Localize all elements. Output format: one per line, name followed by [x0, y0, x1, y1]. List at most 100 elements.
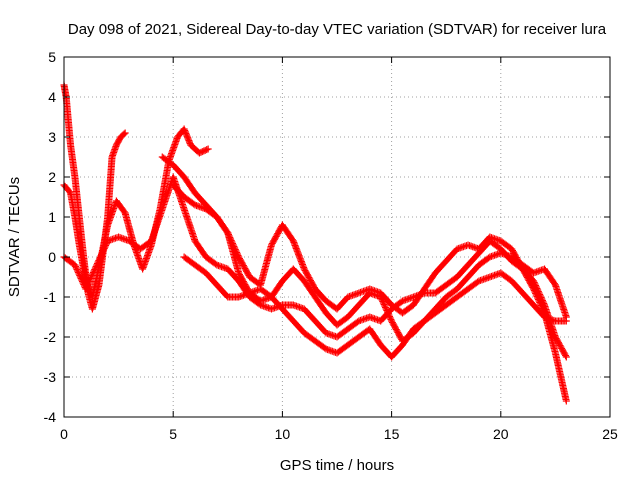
- x-tick-label: 25: [602, 426, 618, 442]
- data-point: [71, 261, 79, 269]
- data-point: [86, 276, 94, 284]
- x-tick-label: 5: [169, 426, 177, 442]
- data-point: [538, 305, 546, 312]
- data-point: [532, 291, 540, 299]
- data-point: [102, 240, 110, 248]
- data-point: [78, 276, 86, 284]
- data-point: [386, 313, 394, 320]
- data-point: [101, 243, 109, 251]
- data-point: [386, 314, 394, 322]
- data-point: [540, 308, 548, 315]
- data-point: [87, 273, 95, 281]
- x-tick-label: 10: [275, 426, 291, 442]
- data-point: [537, 302, 545, 309]
- data-point: [85, 278, 93, 285]
- data-point: [384, 310, 392, 317]
- data-point: [538, 303, 546, 311]
- data-point: [93, 261, 101, 269]
- y-tick-label: 1: [48, 209, 56, 225]
- data-point: [530, 285, 538, 293]
- y-tick-label: -4: [44, 409, 57, 425]
- data-point: [382, 305, 390, 313]
- data-point: [229, 240, 237, 247]
- y-tick-label: 4: [48, 89, 56, 105]
- data-point: [226, 234, 234, 241]
- data-point: [121, 129, 129, 137]
- data-point: [562, 352, 570, 360]
- y-tick-label: -1: [44, 289, 57, 305]
- data-point: [96, 254, 104, 261]
- axis-ticks: 0 5 10 15 20 25 -4 -3 -2 -1 0 1 2 3 4 5: [44, 49, 618, 442]
- data-point: [533, 293, 541, 300]
- grid-lines: [64, 57, 610, 417]
- chart-title: Day 098 of 2021, Sidereal Day-to-day VTE…: [68, 21, 607, 38]
- data-point: [76, 273, 84, 281]
- data-point: [95, 255, 103, 263]
- data-point: [78, 278, 86, 285]
- x-axis-label: GPS time / hours: [280, 457, 394, 474]
- data-point: [74, 269, 82, 276]
- data-point: [225, 232, 233, 240]
- data-point: [83, 282, 91, 290]
- x-tick-label: 15: [384, 426, 400, 442]
- data-point: [224, 231, 232, 238]
- data-point: [102, 242, 110, 249]
- x-tick-label: 0: [60, 426, 68, 442]
- data-point: [233, 249, 241, 256]
- data-point: [532, 290, 540, 297]
- y-axis-label: SDTVAR / TECUs: [6, 177, 23, 297]
- data-point: [534, 294, 542, 302]
- data-point: [535, 297, 543, 305]
- data-point: [120, 130, 128, 138]
- data-point: [85, 279, 93, 287]
- data-point: [562, 313, 570, 321]
- data-point: [204, 145, 212, 153]
- y-tick-label: -2: [44, 329, 57, 345]
- data-point: [381, 304, 389, 311]
- data-point: [91, 264, 99, 272]
- data-point: [87, 275, 95, 282]
- data-point: [90, 267, 98, 275]
- data-point: [72, 263, 80, 270]
- data-point: [224, 229, 232, 237]
- data-point: [229, 241, 237, 249]
- y-tick-label: 0: [48, 249, 56, 265]
- y-tick-label: 2: [48, 169, 56, 185]
- data-point: [72, 264, 80, 272]
- data-point: [534, 296, 542, 303]
- y-tick-label: 3: [48, 129, 56, 145]
- data-point: [100, 245, 108, 252]
- data-point: [562, 353, 570, 361]
- data-point: [83, 284, 91, 291]
- data-point: [230, 243, 238, 250]
- data-point: [379, 299, 387, 307]
- data-point: [385, 311, 393, 319]
- data-point: [380, 301, 388, 308]
- data-point: [92, 263, 100, 270]
- plot-frame: [63, 56, 611, 418]
- data-point: [99, 248, 107, 255]
- data-points: [60, 81, 570, 405]
- series-trace-f: [180, 249, 570, 361]
- data-point: [536, 299, 544, 306]
- data-point: [536, 300, 544, 308]
- data-point: [381, 302, 389, 310]
- data-point: [233, 250, 241, 258]
- data-point: [539, 306, 547, 314]
- data-point: [531, 288, 539, 296]
- data-point: [97, 252, 105, 260]
- data-point: [203, 146, 211, 154]
- data-point: [231, 246, 239, 253]
- data-point: [232, 247, 240, 255]
- data-point: [231, 244, 239, 252]
- data-point: [383, 307, 391, 314]
- data-point: [74, 267, 82, 275]
- data-point: [384, 308, 392, 316]
- data-point: [98, 249, 106, 257]
- data-point: [82, 285, 90, 293]
- data-point: [100, 246, 108, 254]
- x-tick-label: 20: [493, 426, 509, 442]
- data-point: [562, 397, 570, 405]
- data-point: [88, 272, 96, 279]
